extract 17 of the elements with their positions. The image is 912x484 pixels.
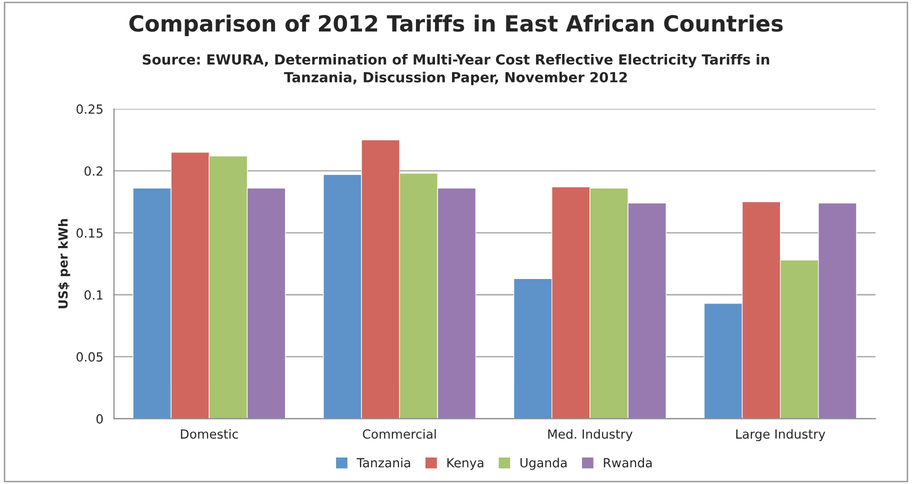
y-tick-label: 0 xyxy=(96,414,103,424)
legend-label: Kenya xyxy=(447,458,484,470)
x-tick-label: Commercial xyxy=(362,429,436,439)
y-tick-label: 0.05 xyxy=(76,352,102,362)
chart-title: Comparison of 2012 Tariffs in East African Countries xyxy=(129,14,783,36)
y-tick-label: 0.25 xyxy=(76,104,102,114)
y-tick-label: 0.1 xyxy=(84,290,102,300)
chart-subtitle: Source: EWURA, Determination of Multi-Year Cost Reflective Electricity Tariffs in Tanzania, Discussion Paper, November 2012 xyxy=(142,54,770,86)
legend-label: Uganda xyxy=(520,458,567,470)
x-tick-label: Med. Industry xyxy=(548,429,632,442)
legend-label: Tanzania xyxy=(356,458,410,468)
legend-label: Rwanda xyxy=(604,458,652,468)
x-tick-label: Domestic xyxy=(180,429,238,439)
x-tick-label: Large Industry xyxy=(736,429,826,442)
y-tick-label: 0.15 xyxy=(76,228,102,238)
y-tick-label: 0.2 xyxy=(84,166,102,176)
y-axis-title: US$ per kWh xyxy=(58,219,70,308)
